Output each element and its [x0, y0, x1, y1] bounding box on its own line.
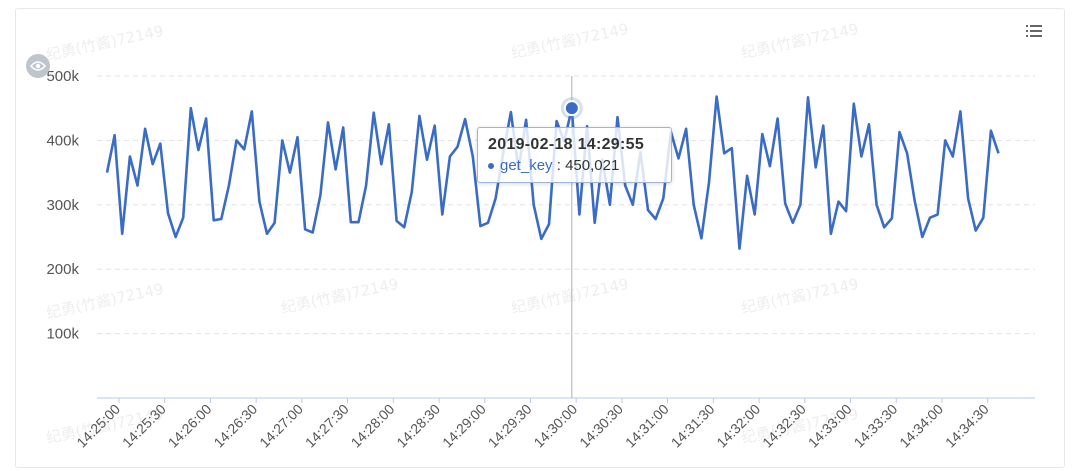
series-dot-icon: [488, 163, 494, 170]
tooltip-separator: :: [552, 157, 566, 174]
x-tick-label: 14:34:30: [942, 401, 992, 451]
x-tick-label: 14:25:30: [119, 401, 169, 451]
tooltip-title: 2019-02-18 14:29:55: [488, 136, 645, 153]
grid-lines: [97, 75, 1035, 399]
x-tick-label: 14:28:00: [348, 401, 398, 451]
tooltip-row: get_key : 450,021: [488, 157, 661, 174]
y-axis: 500k 400k 300k 200k 100k: [46, 68, 79, 343]
x-tick-label: 14:33:30: [851, 401, 901, 451]
tooltip-series-name: get_key: [500, 157, 553, 174]
x-tick-label: 14:26:30: [210, 401, 260, 451]
x-tick-label: 14:29:00: [439, 401, 489, 451]
x-tick-label: 14:27:00: [256, 401, 306, 451]
x-tick-label: 14:31:00: [622, 401, 672, 451]
list-menu-icon[interactable]: [1026, 24, 1044, 40]
x-tick-label: 14:32:30: [759, 401, 809, 451]
x-tick-label: 14:33:00: [805, 401, 855, 451]
y-tick-label: 300k: [46, 197, 79, 214]
x-tick-label: 14:28:30: [393, 401, 443, 451]
x-tick-label: 14:30:30: [576, 401, 626, 451]
x-tick-label: 14:29:30: [485, 401, 535, 451]
y-tick-label: 400k: [46, 132, 79, 149]
y-tick-label: 500k: [46, 68, 79, 85]
hover-point: [563, 100, 580, 117]
y-tick-label: 100k: [46, 326, 79, 343]
y-tick-label: 200k: [46, 261, 79, 278]
tooltip-value: 450,021: [565, 157, 620, 174]
eye-icon[interactable]: [26, 54, 50, 78]
x-tick-label: 14:34:00: [896, 401, 946, 451]
chart-tooltip: 2019-02-18 14:29:55 get_key : 450,021: [477, 127, 672, 183]
x-tick-label: 14:32:00: [713, 401, 763, 451]
x-tick-label: 14:26:00: [165, 401, 215, 451]
x-tick-label: 14:25:00: [73, 401, 123, 451]
x-axis: 14:25:0014:25:3014:26:0014:26:3014:27:00…: [73, 398, 992, 451]
x-tick-label: 14:27:30: [302, 401, 352, 451]
x-tick-label: 14:31:30: [668, 401, 718, 451]
hover-marker: [560, 97, 583, 120]
x-tick-label: 14:30:00: [530, 401, 580, 451]
